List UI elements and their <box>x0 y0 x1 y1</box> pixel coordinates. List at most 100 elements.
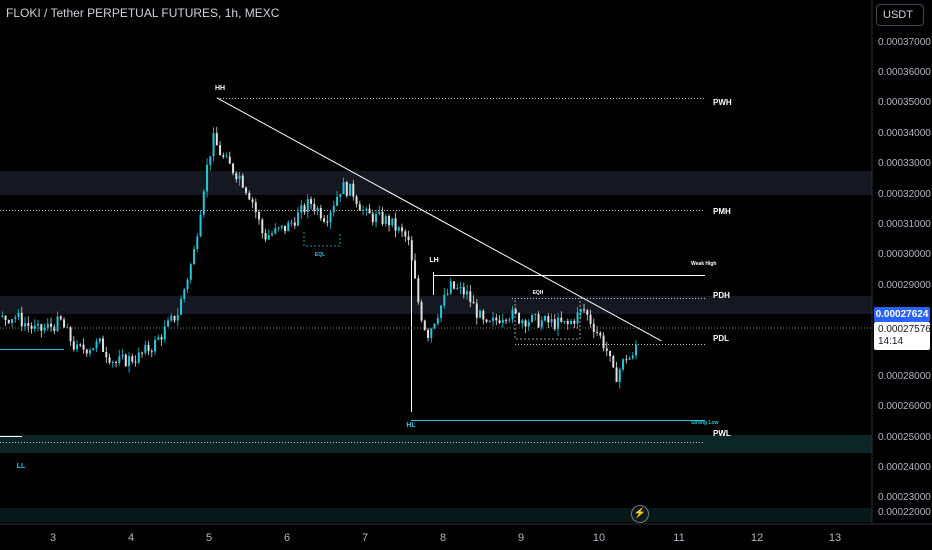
candle-body <box>514 309 517 313</box>
candle-body <box>232 163 235 174</box>
candle-body <box>352 183 355 197</box>
candle-body <box>553 319 556 330</box>
price-label: 0.00025000 <box>878 432 931 443</box>
candle-body <box>505 319 508 321</box>
candle-body <box>297 212 300 226</box>
candle-body <box>235 173 238 180</box>
candle-body <box>303 205 306 213</box>
time-label: 7 <box>361 532 369 544</box>
price-label: 0.00024000 <box>878 462 931 473</box>
candle-body <box>511 309 514 320</box>
price-label: 0.00034000 <box>878 128 931 139</box>
candle-body <box>362 210 365 212</box>
candle-body <box>605 348 608 351</box>
candle-body <box>381 211 384 224</box>
time-label: 4 <box>127 532 135 544</box>
currency-button[interactable]: USDT <box>876 4 924 26</box>
candle-body <box>69 327 72 342</box>
time-label: 10 <box>592 532 606 544</box>
pwl-label: PWL <box>713 429 731 438</box>
candle-body <box>449 281 452 294</box>
candle-body <box>414 260 417 279</box>
weak-high-label: Weak High <box>691 261 717 267</box>
candle-body <box>407 236 410 241</box>
candle-body <box>56 316 59 331</box>
candle-body <box>186 279 189 290</box>
candle-body <box>124 354 127 367</box>
candle-body <box>209 156 212 165</box>
candle-body <box>196 236 199 250</box>
pwh-label: PWH <box>713 98 732 107</box>
candle-body <box>261 219 264 234</box>
candle-body <box>430 328 433 338</box>
candle-body <box>17 312 20 318</box>
candle-body <box>189 264 192 280</box>
candle-body <box>440 305 443 318</box>
candle-body <box>43 327 46 331</box>
strong-low-label: Strong Low <box>691 420 719 426</box>
candle-body <box>342 182 345 195</box>
candle-body <box>404 231 407 237</box>
candle-body <box>284 225 287 232</box>
price-label: 0.00032000 <box>878 189 931 200</box>
candle-body <box>306 199 309 213</box>
candle-body <box>475 303 478 318</box>
candle-body <box>215 133 218 146</box>
candle-body <box>436 317 439 324</box>
candle-body <box>193 249 196 265</box>
candle-body <box>92 348 95 351</box>
candle-body <box>635 345 638 356</box>
candle-body <box>66 327 69 329</box>
candle-body <box>397 227 400 231</box>
price-label: 0.00030000 <box>878 249 931 260</box>
candle-body <box>144 344 147 353</box>
price-label: 0.00026000 <box>878 401 931 412</box>
candle-body <box>472 301 475 304</box>
candle-body <box>4 315 7 320</box>
candle-body <box>245 187 248 193</box>
candle-body <box>563 321 566 323</box>
candle-body <box>24 323 27 327</box>
hh-label: HH <box>214 85 226 92</box>
price-label: 0.00022000 <box>878 507 931 518</box>
lightning-icon[interactable]: ⚡ <box>631 505 649 523</box>
candle-body <box>368 208 371 214</box>
candle-body <box>76 344 79 350</box>
candle-body <box>573 320 576 324</box>
time-label: 12 <box>750 532 764 544</box>
candle-body <box>466 291 469 295</box>
candle-body <box>544 316 547 321</box>
candle-body <box>417 278 420 303</box>
candle-body <box>313 203 316 211</box>
candle-body <box>618 369 621 382</box>
candle-body <box>319 207 322 219</box>
candle-body <box>469 291 472 302</box>
candle-body <box>501 319 504 323</box>
lh-label: LH <box>429 257 439 264</box>
candle-body <box>267 235 270 240</box>
candle-body <box>95 341 98 349</box>
candle-body <box>391 218 394 226</box>
candle-body <box>560 317 563 322</box>
candle-body <box>615 367 618 382</box>
candle-body <box>423 320 426 330</box>
price-label: 0.00036000 <box>878 67 931 78</box>
candle-body <box>27 323 30 326</box>
candle-body <box>170 315 173 321</box>
time-label: 8 <box>439 532 447 544</box>
candle-body <box>332 205 335 213</box>
candle-body <box>583 309 586 311</box>
candle-body <box>176 314 179 321</box>
candle-body <box>537 314 540 328</box>
candle-body <box>167 320 170 327</box>
candle-body <box>488 320 491 322</box>
candle-body <box>11 318 14 323</box>
price-label: 0.00035000 <box>878 97 931 108</box>
candle-body <box>345 182 348 196</box>
candle-body <box>534 314 537 316</box>
candle-body <box>339 194 342 197</box>
pdh-zone <box>0 296 872 314</box>
candle-body <box>212 133 215 157</box>
candle-body <box>579 309 582 313</box>
